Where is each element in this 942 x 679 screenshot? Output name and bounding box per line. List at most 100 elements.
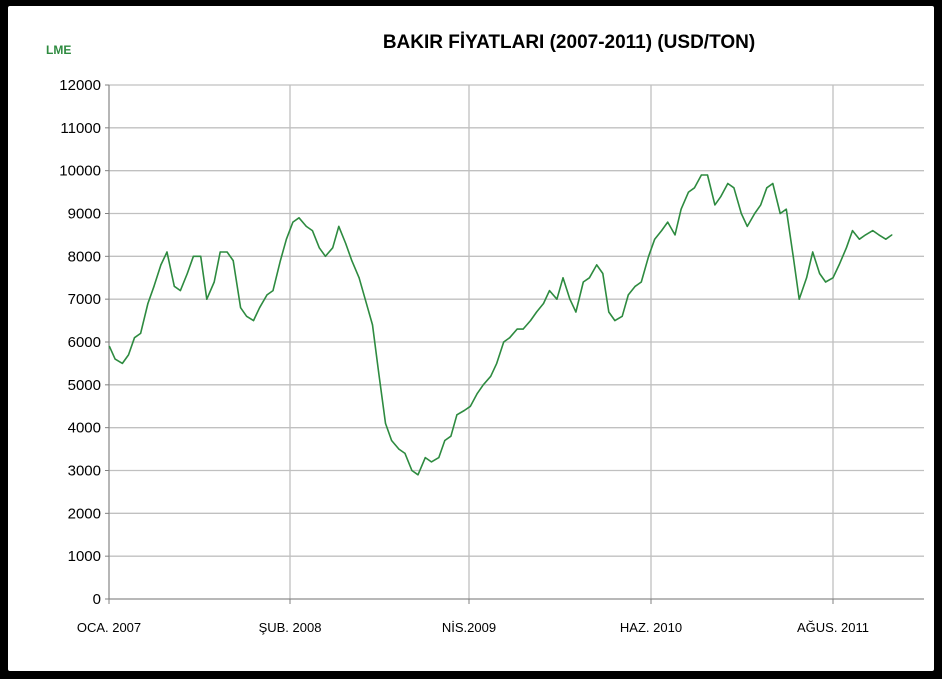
data-point	[548, 290, 551, 292]
data-point	[160, 264, 162, 266]
data-point	[674, 234, 676, 236]
chart-title: BAKIR FİYATLARI (2007-2011) (USD/TON)	[383, 32, 755, 53]
data-point	[358, 277, 360, 279]
corner-label: LME	[46, 43, 71, 57]
data-point	[324, 255, 326, 257]
y-tick-label: 0	[93, 591, 101, 608]
y-tick-label: 4000	[68, 420, 101, 437]
x-tick-label: ŞUB. 2008	[259, 620, 322, 635]
data-point	[582, 281, 584, 283]
data-point	[740, 212, 742, 215]
y-tick-label: 1000	[68, 548, 101, 565]
x-tick-label: AĞUS. 2011	[797, 620, 869, 635]
data-point	[351, 260, 353, 262]
chart-canvas: LME BAKIR FİYATLARI (2007-2011) (USD/TON…	[46, 32, 924, 635]
data-point	[858, 238, 861, 240]
data-point	[766, 187, 768, 189]
data-point	[391, 439, 393, 442]
data-point	[885, 238, 887, 240]
data-point	[851, 230, 854, 232]
data-point	[798, 298, 800, 300]
axis-layer: 0 1000 2000 3000 4000 5000 6000 7000 8000 9000 100…	[59, 77, 924, 635]
data-point	[450, 435, 452, 437]
data-point	[872, 230, 874, 232]
data-point	[444, 439, 446, 442]
data-point	[311, 230, 313, 232]
data-point	[127, 354, 130, 356]
data-point	[509, 337, 511, 339]
data-point	[596, 264, 598, 266]
data-point	[602, 272, 604, 275]
data-point	[714, 204, 716, 206]
data-point	[680, 208, 682, 210]
data-point	[266, 294, 268, 296]
x-tick-label: HAZ. 2010	[620, 620, 682, 635]
data-point	[706, 174, 709, 176]
data-point	[298, 217, 300, 219]
y-tick-label: 2000	[68, 505, 101, 522]
data-point	[760, 204, 762, 206]
y-tick-label: 12000	[59, 77, 101, 94]
data-point	[219, 251, 221, 253]
data-point	[556, 298, 558, 300]
data-point	[746, 225, 748, 227]
data-point	[785, 208, 787, 210]
data-point	[516, 328, 518, 330]
data-point	[727, 182, 729, 185]
data-point	[438, 457, 440, 459]
data-point	[588, 277, 591, 279]
data-point	[404, 452, 406, 454]
data-point	[200, 255, 202, 257]
data-point	[140, 332, 142, 334]
data-point	[398, 448, 400, 450]
data-point	[206, 298, 208, 300]
data-point	[246, 315, 248, 317]
data-point	[661, 230, 663, 232]
data-point	[192, 255, 194, 257]
data-point	[621, 315, 623, 317]
data-point	[252, 320, 255, 322]
data-point	[285, 238, 287, 240]
series-layer	[108, 174, 893, 476]
data-point	[476, 392, 478, 394]
data-point	[754, 212, 756, 215]
data-point	[332, 247, 334, 249]
data-point	[720, 195, 722, 197]
data-point	[378, 371, 380, 373]
y-tick-label: 9000	[68, 206, 101, 223]
data-point	[338, 225, 340, 227]
data-point	[463, 409, 465, 412]
data-point	[614, 320, 616, 322]
data-point	[825, 281, 827, 283]
data-point	[832, 277, 834, 279]
data-point	[213, 281, 215, 283]
y-tick-label: 10000	[59, 163, 101, 180]
data-point	[891, 234, 893, 236]
data-point	[384, 422, 387, 424]
data-point	[272, 290, 274, 292]
data-point	[569, 298, 571, 300]
data-point	[640, 281, 642, 283]
y-tick-label: 5000	[68, 377, 101, 394]
data-point	[371, 324, 374, 326]
data-point	[147, 302, 149, 305]
data-point	[430, 461, 432, 463]
data-point	[345, 242, 347, 245]
data-point	[490, 375, 492, 377]
data-point	[542, 302, 545, 305]
data-point	[627, 294, 629, 296]
data-point	[240, 307, 242, 309]
data-point	[700, 174, 703, 176]
data-point	[318, 247, 320, 249]
data-point	[279, 260, 281, 262]
data-point	[259, 307, 261, 309]
data-point	[733, 187, 735, 189]
data-point	[693, 187, 696, 189]
y-tick-label: 11000	[60, 120, 101, 137]
data-point	[305, 225, 307, 227]
data-point	[292, 221, 294, 223]
x-tick-label: NİS.2009	[442, 620, 496, 635]
data-point	[482, 384, 484, 386]
data-point	[536, 311, 538, 313]
chart-frame: LME BAKIR FİYATLARI (2007-2011) (USD/TON…	[8, 6, 934, 671]
